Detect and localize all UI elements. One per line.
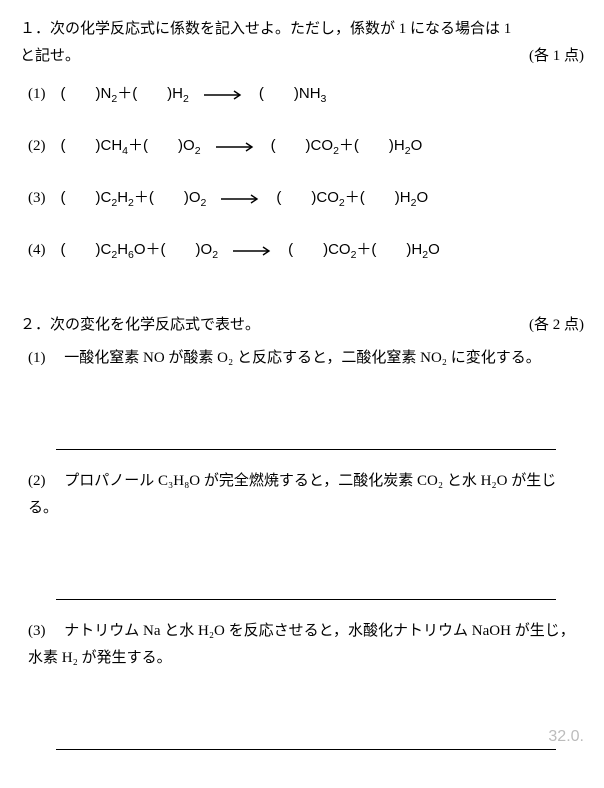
q1-header: １．次の化学反応式に係数を記入せよ。ただし，係数が 1 になる場合は 1 と記せ… bbox=[20, 16, 584, 70]
arrow-icon bbox=[233, 237, 273, 264]
q1-item-3-num: (3) bbox=[28, 190, 46, 206]
q2-item-1: (1) 一酸化窒素 NO が酸素 O₂ と反応すると，二酸化窒素 NO₂ に変化… bbox=[28, 345, 584, 372]
q2-header: ２．次の変化を化学反応式で表せ。 (各 2 点) bbox=[20, 312, 584, 339]
q1-item-4-num: (4) bbox=[28, 242, 46, 258]
q2-prompt: ２．次の変化を化学反応式で表せ。 bbox=[20, 312, 521, 339]
q2-item-3: (3) ナトリウム Na と水 H₂O を反応させると，水酸化ナトリウム NaO… bbox=[28, 618, 584, 672]
q1-item-4: (4) ( )C2H6O＋( )O2 ( )CO2＋( )H2O bbox=[28, 236, 584, 264]
answer-line bbox=[56, 717, 556, 750]
q2-points: (各 2 点) bbox=[521, 312, 584, 339]
q2-item-2-num: (2) bbox=[28, 473, 46, 489]
watermark: 32.0. bbox=[548, 723, 584, 752]
q2-item-1-num: (1) bbox=[28, 350, 46, 366]
q2-item-3-num: (3) bbox=[28, 623, 46, 639]
answer-line bbox=[56, 567, 556, 600]
arrow-icon bbox=[221, 185, 261, 212]
q2-item-3-text: ナトリウム Na と水 H₂O を反応させると，水酸化ナトリウム NaOH が生… bbox=[28, 623, 575, 666]
q1-item-2-num: (2) bbox=[28, 138, 46, 154]
q1-item-2: (2) ( )CH4＋( )O2 ( )CO2＋( )H2O bbox=[28, 132, 584, 160]
q2-item-1-text: 一酸化窒素 NO が酸素 O₂ と反応すると，二酸化窒素 NO₂ に変化する。 bbox=[49, 350, 541, 366]
q1-prompt: １．次の化学反応式に係数を記入せよ。ただし，係数が 1 になる場合は 1 と記せ… bbox=[20, 16, 521, 70]
q1-item-1-num: (1) bbox=[28, 86, 46, 102]
answer-line bbox=[56, 417, 556, 450]
q1-points: (各 1 点) bbox=[521, 43, 584, 70]
q2-item-2: (2) プロパノール C₃H₈O が完全燃焼すると，二酸化炭素 CO₂ と水 H… bbox=[28, 468, 584, 522]
q1-item-1: (1) ( )N2＋( )H2 ( )NH3 bbox=[28, 80, 584, 108]
arrow-icon bbox=[216, 133, 256, 160]
arrow-icon bbox=[204, 81, 244, 108]
q2-item-2-text: プロパノール C₃H₈O が完全燃焼すると，二酸化炭素 CO₂ と水 H₂O が… bbox=[28, 473, 556, 516]
q1-item-3: (3) ( )C2H2＋( )O2 ( )CO2＋( )H2O bbox=[28, 184, 584, 212]
